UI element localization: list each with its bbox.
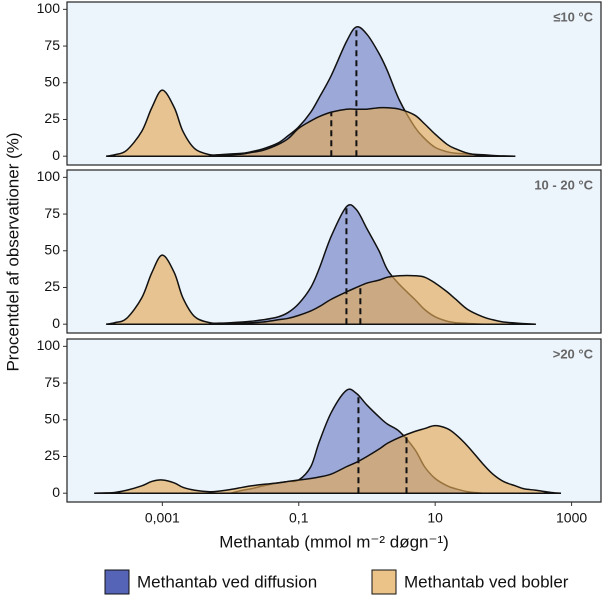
x-tick-label: 1000 [556, 510, 587, 526]
panel-label: >20 °C [553, 346, 594, 361]
y-tick-label: 100 [37, 168, 61, 184]
y-tick-label: 50 [44, 73, 60, 89]
panel-label: 10 - 20 °C [534, 177, 593, 192]
legend-label: Methantab ved bobler [404, 572, 569, 591]
density-area [94, 424, 562, 494]
y-tick-label: 75 [44, 374, 60, 390]
legend-swatch [104, 569, 130, 595]
y-tick-label: 75 [44, 37, 60, 53]
x-axis-label: Methantab (mmol m⁻² døgn⁻¹) [219, 532, 449, 551]
y-tick-label: 25 [44, 278, 60, 294]
density-area [106, 254, 536, 325]
x-tick-label: 0,1 [289, 510, 309, 526]
panel-border [66, 1, 602, 166]
y-tick-label: 50 [44, 241, 60, 257]
panel-border [66, 338, 602, 503]
y-tick-label: 50 [44, 410, 60, 426]
y-tick-label: 0 [52, 315, 60, 331]
panel-label: ≤10 °C [553, 9, 593, 24]
y-tick-label: 100 [37, 337, 61, 353]
x-tick-label: 0,001 [145, 510, 180, 526]
y-tick-label: 75 [44, 205, 60, 221]
density-area [106, 89, 493, 157]
y-tick-label: 25 [44, 447, 60, 463]
panel-border [66, 169, 602, 334]
y-tick-label: 0 [52, 147, 60, 163]
y-tick-label: 100 [37, 0, 61, 16]
legend-label: Methantab ved diffusion [137, 572, 317, 591]
legend-swatch [371, 569, 397, 595]
y-axis-label: Procentdel af observationer (%) [3, 132, 22, 371]
x-tick-label: 10 [427, 510, 443, 526]
y-tick-label: 0 [52, 484, 60, 500]
y-tick-label: 25 [44, 110, 60, 126]
